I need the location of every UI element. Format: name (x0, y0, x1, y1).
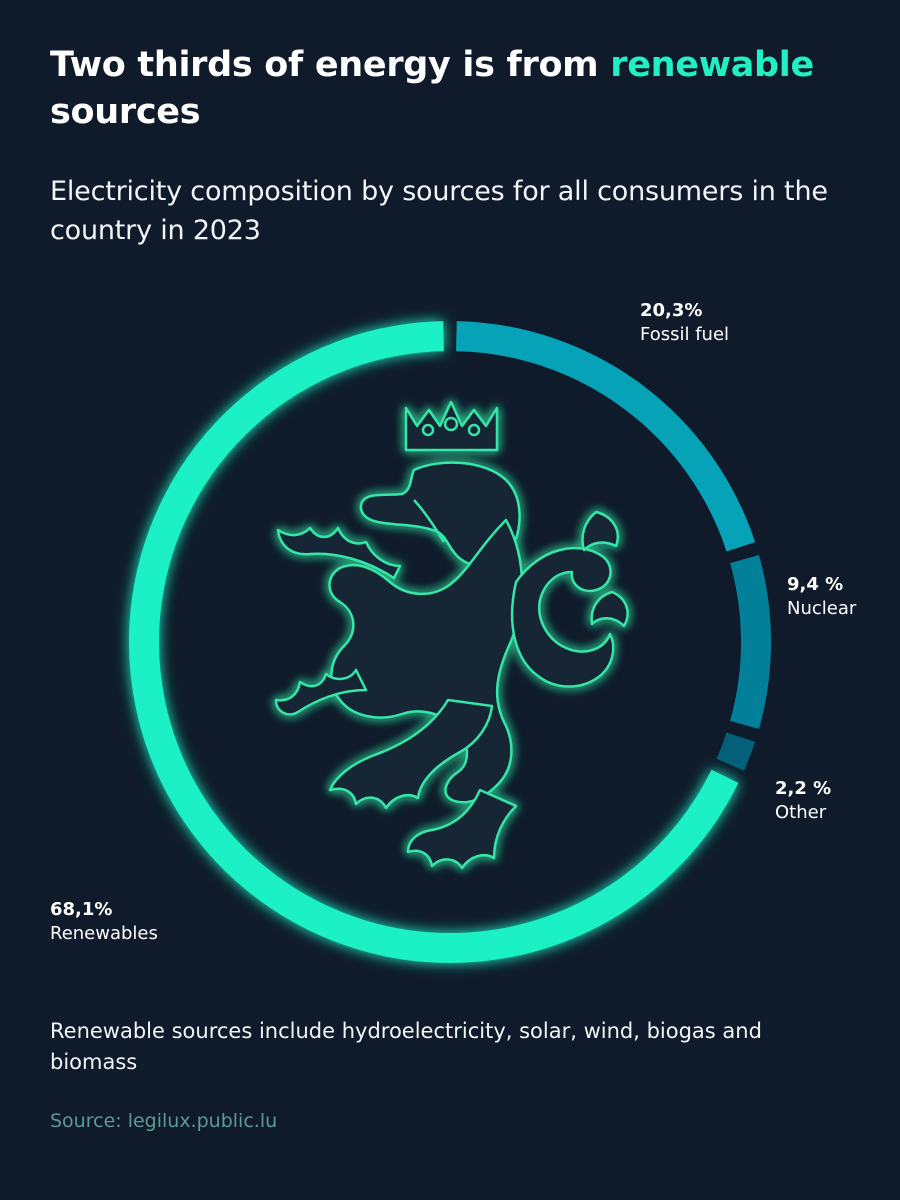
data-label-value: 2,2 % (775, 778, 831, 799)
slice-labels: 20,3% Fossil fuel 9,4 % Nuclear 2,2 % Other 68… (50, 300, 857, 944)
slice-renewables (129, 321, 739, 963)
data-label-value: 9,4 % (787, 574, 843, 595)
chart-subtitle: Electricity composition by sources for a… (50, 176, 828, 246)
title-highlight: renewable (610, 45, 814, 85)
data-label-name: Fossil fuel (640, 324, 729, 345)
title-text: Two thirds of energy is from (50, 45, 611, 85)
slice-fossil-fuel (456, 321, 756, 552)
data-label-name: Nuclear (787, 598, 857, 619)
footnote: Renewable sources include hydroelectrici… (50, 1019, 762, 1074)
slice-other (716, 732, 756, 771)
slice-nuclear (730, 555, 771, 729)
data-label-value: 68,1% (50, 899, 112, 920)
donut-slices (129, 321, 771, 963)
donut-chart: 20,3% Fossil fuel 9,4 % Nuclear 2,2 % Other 68… (50, 300, 857, 963)
source-note: Source: legilux.public.lu (50, 1110, 278, 1132)
title-suffix: sources (50, 92, 201, 132)
chart-title: Two thirds of energy is from renewable s… (50, 42, 850, 136)
data-label-name: Renewables (50, 923, 158, 944)
data-label-name: Other (775, 802, 827, 823)
data-label-value: 20,3% (640, 300, 702, 321)
crowned-lion-emblem-icon (274, 400, 629, 870)
